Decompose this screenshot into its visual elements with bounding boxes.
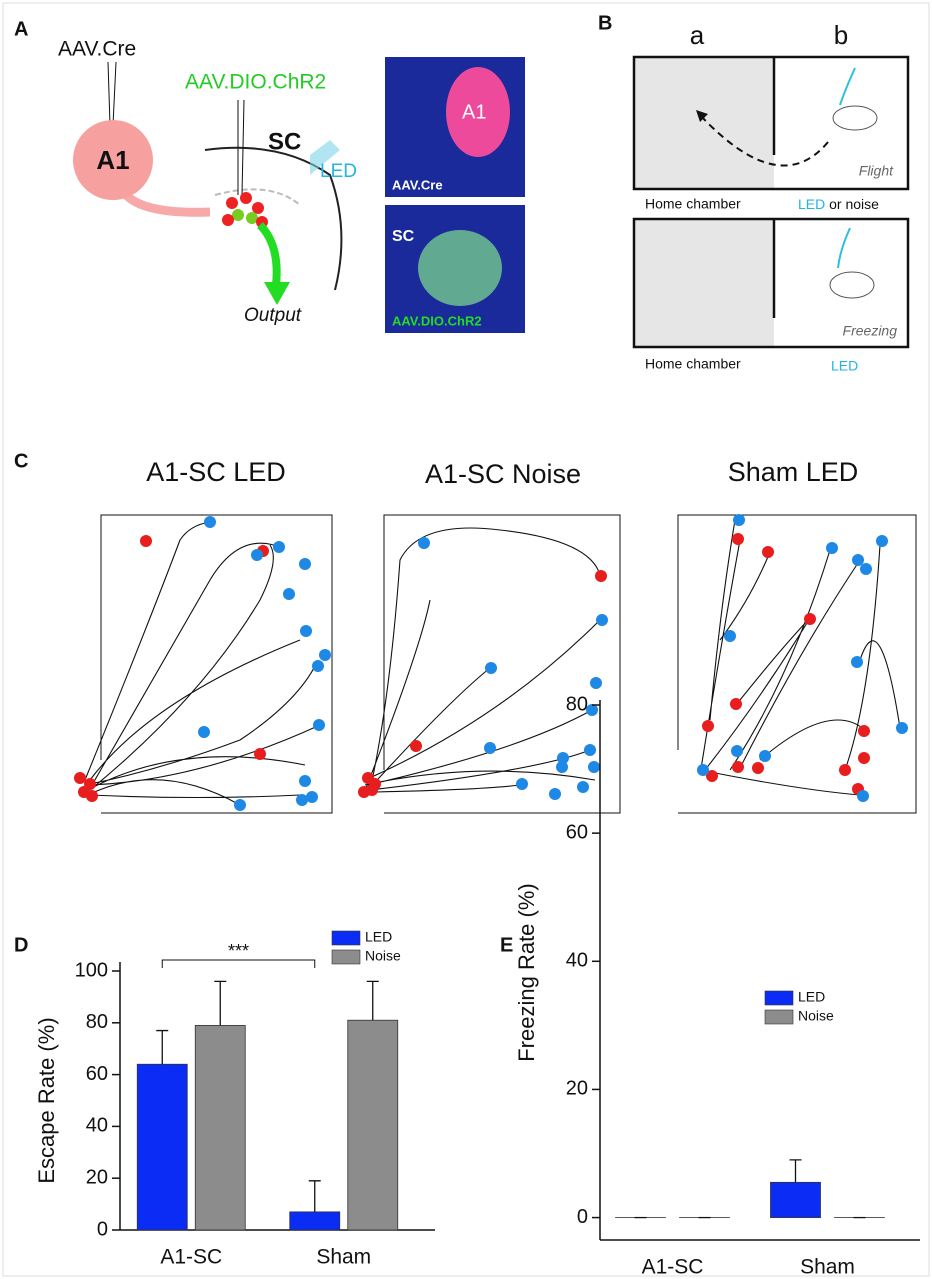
fiber — [837, 227, 851, 269]
y-tick-label: 0 — [97, 1218, 108, 1240]
chamber-label: Home chamber — [645, 196, 741, 212]
panel-b: B a b Flight Home chamber LED or noise F… — [598, 12, 910, 374]
mouse — [829, 271, 875, 299]
track-title: A1-SC LED — [146, 457, 286, 487]
x-tick-label: Sham — [800, 1256, 855, 1279]
error-bar — [214, 980, 227, 1026]
y-axis-label: Escape Rate (%) — [34, 1017, 59, 1183]
column-label: a — [690, 20, 705, 50]
arena — [632, 217, 910, 349]
light-label: LED — [320, 161, 357, 182]
panel-letter: E — [500, 934, 513, 956]
panel-a: A AAV.Cre A1 AAV.DIO.ChR2 SC LED Output … — [14, 18, 525, 333]
expression — [446, 67, 510, 157]
track-title: Sham LED — [728, 457, 859, 487]
image-label: AAV.Cre — [392, 177, 443, 192]
behavior-label: Flight — [859, 163, 894, 179]
error-bar — [789, 1159, 802, 1183]
pipette — [107, 61, 111, 126]
y-tick-label: 40 — [566, 950, 588, 972]
x-tick-label: Sham — [316, 1246, 371, 1269]
pipette — [241, 99, 245, 196]
behavior-label: Freezing — [843, 323, 898, 339]
output-arrow — [257, 222, 281, 286]
panel-letter: A — [14, 18, 28, 40]
legend-label: LED — [798, 989, 825, 1005]
end-points — [198, 514, 908, 811]
y-tick-label: 80 — [86, 1011, 108, 1033]
bar — [289, 1211, 341, 1231]
arrowhead — [696, 110, 708, 122]
flight-path — [699, 114, 829, 167]
panel-letter: B — [598, 12, 612, 34]
column-label: b — [834, 20, 848, 50]
stim-label: LED — [831, 358, 858, 374]
arena — [383, 514, 621, 814]
target-label: SC — [268, 128, 301, 155]
chamber-label: Home chamber — [645, 356, 741, 372]
track-title: A1-SC Noise — [425, 459, 581, 489]
bar — [194, 1024, 246, 1231]
stim-rest: or noise — [825, 196, 879, 212]
home-chamber — [634, 219, 774, 347]
image-label: AAV.DIO.ChR2 — [392, 313, 482, 328]
bar — [347, 1019, 399, 1231]
legend-label: Noise — [365, 948, 401, 964]
legend-label: LED — [365, 929, 392, 945]
arena — [677, 514, 917, 814]
led-light — [310, 140, 340, 175]
legend-swatch — [331, 949, 361, 965]
bar — [770, 1181, 821, 1218]
y-tick-label: 80 — [566, 693, 588, 715]
image-label: A1 — [462, 101, 486, 123]
panel-letter: D — [14, 934, 28, 956]
stim-label: LED or noise — [798, 196, 879, 212]
y-tick-label: 60 — [566, 821, 588, 843]
virus-label: AAV.Cre — [58, 38, 136, 61]
virus-label: AAV.DIO.ChR2 — [185, 71, 326, 94]
stim-led: LED — [798, 196, 825, 212]
arena — [632, 55, 910, 191]
expression — [418, 230, 502, 306]
region-label: A1 — [96, 145, 129, 175]
pipette — [112, 61, 117, 126]
mouse — [832, 105, 878, 131]
panel-letter: C — [14, 450, 28, 472]
panel-c: C A1-SC LED A1-SC Noise Sham LED — [14, 450, 917, 814]
legend-label: Noise — [798, 1008, 834, 1024]
bar — [136, 1063, 188, 1231]
error-bar — [366, 980, 379, 1021]
x-tick-label: A1-SC — [642, 1256, 704, 1279]
output-label: Output — [244, 305, 302, 326]
region-a1 — [73, 120, 153, 200]
y-tick-label: 100 — [75, 959, 108, 981]
output-arrowhead — [264, 282, 290, 305]
error-bar — [156, 1029, 169, 1065]
fiber — [839, 67, 856, 106]
brain-outline — [204, 146, 343, 291]
y-tick-label: 60 — [86, 1063, 108, 1085]
significance-bracket — [161, 959, 316, 968]
y-tick-label: 0 — [577, 1206, 588, 1228]
y-tick-label: 20 — [86, 1166, 108, 1188]
start-points — [74, 533, 870, 802]
trajectories — [84, 519, 901, 806]
legend-swatch — [331, 930, 361, 946]
y-tick-label: 20 — [566, 1078, 588, 1100]
arena — [100, 514, 333, 814]
image-label: SC — [392, 228, 415, 245]
error-bar — [308, 1180, 321, 1212]
y-axis-label: Freezing Rate (%) — [514, 883, 539, 1062]
legend-swatch — [764, 990, 794, 1006]
y-tick-label: 40 — [86, 1115, 108, 1137]
legend-swatch — [764, 1009, 794, 1025]
x-tick-label: A1-SC — [160, 1246, 222, 1269]
sc-outline — [214, 188, 301, 206]
home-chamber — [634, 57, 774, 189]
neurons — [222, 192, 268, 228]
significance-label: *** — [228, 941, 249, 961]
